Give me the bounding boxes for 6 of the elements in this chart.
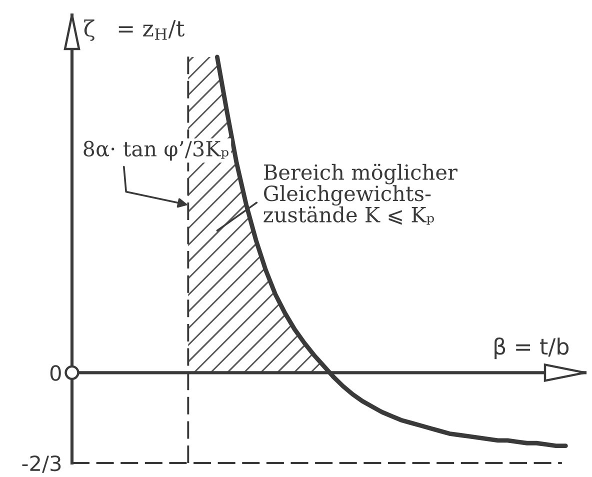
y-tick-label: -2/3 bbox=[22, 455, 61, 473]
x-axis-title: β = t/b bbox=[494, 337, 569, 360]
y-axis-title: ζ = z$_{H}$/t bbox=[84, 19, 184, 41]
series-label: Bereich möglicher Gleichgewichts- zustände K ⩽ Kₚ bbox=[264, 164, 458, 225]
y-tick-label: 0 bbox=[50, 365, 61, 381]
annotation: 8α· tan φ’/3Kₚ bbox=[84, 140, 228, 161]
